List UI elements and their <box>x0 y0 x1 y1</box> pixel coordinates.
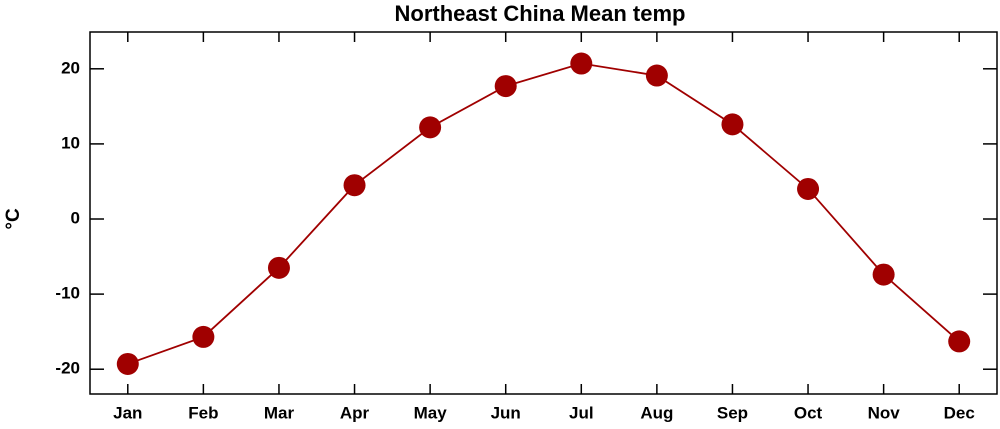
data-point <box>645 64 668 87</box>
data-point <box>948 330 971 353</box>
x-tick-label: Sep <box>717 403 748 422</box>
data-point <box>797 177 820 200</box>
series-line <box>127 62 960 365</box>
x-tick-label: Jul <box>569 403 594 422</box>
y-tick-label: 10 <box>61 133 80 152</box>
x-tick-label: May <box>414 403 448 422</box>
data-point <box>419 116 442 139</box>
x-tick-label: Feb <box>188 403 218 422</box>
data-point <box>116 352 139 375</box>
x-tick-label: Jun <box>491 403 521 422</box>
chart-title: Northeast China Mean temp <box>395 1 686 26</box>
x-tick-label: Mar <box>264 403 295 422</box>
data-point <box>494 75 517 98</box>
data-point <box>721 113 744 136</box>
x-tick-label: Oct <box>794 403 823 422</box>
data-point <box>343 174 366 197</box>
x-tick-label: Nov <box>868 403 901 422</box>
x-tick-label: Jan <box>113 403 142 422</box>
x-tick-label: Dec <box>944 403 975 422</box>
data-point <box>192 325 215 348</box>
plot-frame <box>89 31 998 395</box>
y-tick-label: 0 <box>71 208 80 227</box>
y-tick-label: -10 <box>55 284 80 303</box>
x-tick-label: Aug <box>640 403 673 422</box>
data-point <box>570 52 593 75</box>
x-tick-label: Apr <box>340 403 370 422</box>
y-axis-label: °C <box>3 208 24 230</box>
data-point <box>267 256 290 279</box>
y-tick-label: 20 <box>61 58 80 77</box>
y-tick-label: -20 <box>55 359 80 378</box>
data-point <box>872 263 895 286</box>
